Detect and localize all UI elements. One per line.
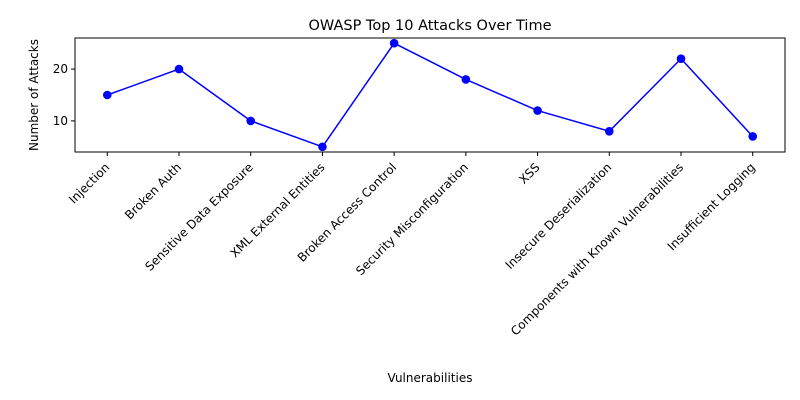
data-point <box>174 64 184 74</box>
data-point <box>604 126 614 136</box>
y-tick-label: 20 <box>53 62 68 76</box>
data-point <box>318 142 327 152</box>
data-point <box>102 90 112 100</box>
x-axis-label: Vulnerabilities <box>388 371 473 385</box>
y-axis-label: Number of Attacks <box>27 39 41 151</box>
axes-frame <box>74 37 786 153</box>
series-line <box>107 42 754 148</box>
data-point <box>533 106 542 115</box>
data-point <box>389 38 399 48</box>
x-tick-label: Broken Auth <box>122 160 184 222</box>
y-tick-label: 10 <box>53 114 68 128</box>
data-point <box>246 116 256 126</box>
x-tick-label: XSS <box>516 160 542 186</box>
data-point <box>748 132 758 141</box>
x-tick-label: Injection <box>66 160 112 206</box>
data-point <box>461 75 471 84</box>
data-point <box>676 54 686 64</box>
chart-title: OWASP Top 10 Attacks Over Time <box>309 18 552 34</box>
